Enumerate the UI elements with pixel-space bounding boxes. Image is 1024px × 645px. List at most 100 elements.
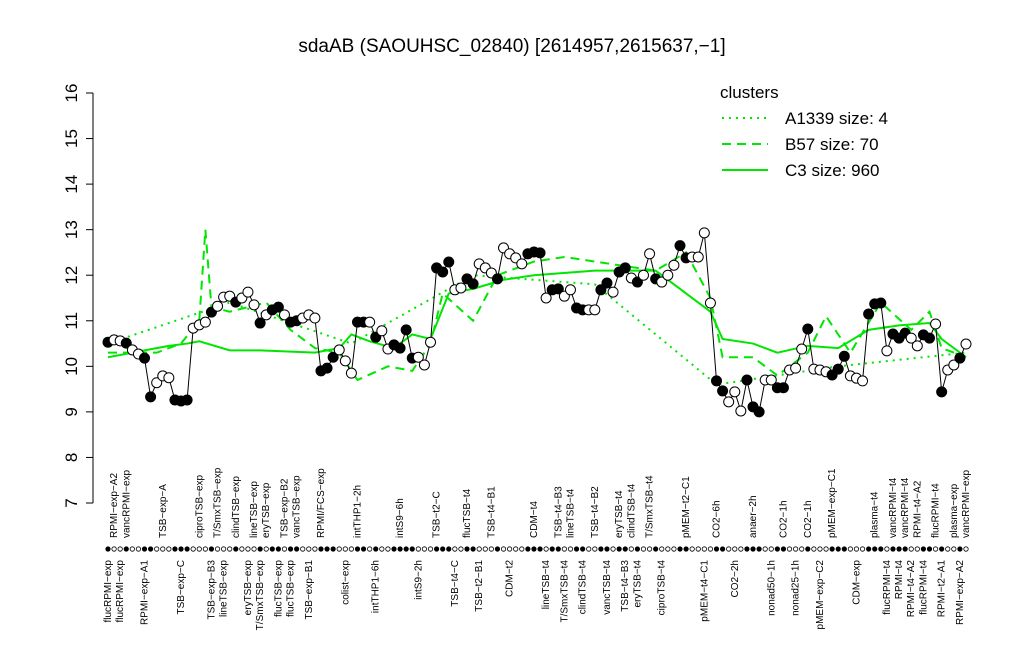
sample-dot bbox=[567, 546, 574, 552]
sample-dot bbox=[695, 546, 701, 552]
x-tick-label: vancRPMI−t4 bbox=[888, 477, 899, 538]
sample-dot bbox=[799, 546, 805, 552]
sample-dot bbox=[884, 546, 890, 552]
sample-dot bbox=[768, 546, 774, 552]
sample-point bbox=[711, 375, 723, 387]
sample-dot bbox=[488, 546, 494, 552]
x-tick-label: TSB−t4−B1 bbox=[486, 486, 497, 538]
sample-dot bbox=[354, 546, 361, 552]
legend-label: B57 size: 70 bbox=[785, 135, 879, 154]
sample-dot bbox=[549, 546, 555, 552]
sample-dot bbox=[665, 546, 671, 552]
sample-dot bbox=[744, 546, 750, 552]
x-tick-label: pMEM−t2−C1 bbox=[681, 476, 692, 538]
sample-dot bbox=[221, 546, 227, 552]
sample-dot bbox=[890, 546, 896, 552]
x-tick-label: flucRPMI−t4 bbox=[918, 560, 929, 615]
sample-dot bbox=[592, 546, 598, 552]
sample-dot bbox=[446, 546, 452, 552]
sample-point bbox=[802, 323, 814, 335]
sample-dot bbox=[659, 546, 665, 552]
sample-dot bbox=[726, 546, 732, 552]
sample-point bbox=[199, 316, 211, 328]
sample-point bbox=[960, 338, 972, 350]
sample-dot bbox=[750, 546, 756, 552]
chart-title: sdaAB (SAOUHSC_02840) [2614957,2615637,−… bbox=[298, 36, 725, 57]
sample-dot bbox=[610, 546, 616, 552]
sample-dot bbox=[300, 546, 306, 552]
sample-dot bbox=[397, 546, 403, 552]
x-tick-label: lineTSB−exp bbox=[219, 560, 230, 617]
sample-dot bbox=[409, 546, 415, 552]
x-tick-label: RPMI−exp−A2 bbox=[955, 560, 966, 625]
x-tick-label: vancRPMI−exp bbox=[121, 469, 132, 538]
sample-dot bbox=[379, 546, 385, 552]
x-tick-label: TSB−t4−B2 bbox=[590, 486, 601, 538]
x-tick-label: CO2−6h bbox=[712, 500, 723, 538]
x-tick-label: TSB−exp−B2 bbox=[279, 478, 290, 538]
sample-dot bbox=[178, 546, 184, 552]
x-tick-label: flucRPMI−t4 bbox=[931, 483, 942, 538]
x-tick-label: vancRPMI−exp bbox=[961, 469, 972, 538]
y-tick-label: 8 bbox=[62, 453, 81, 462]
x-tick-label: flucTSB−t4 bbox=[462, 488, 473, 538]
sample-point bbox=[881, 345, 893, 357]
sample-dot bbox=[586, 546, 592, 552]
x-tick-label: pMEM−exp−C2 bbox=[815, 560, 826, 630]
sample-dot bbox=[129, 546, 135, 552]
sample-dot bbox=[835, 546, 841, 552]
x-tick-label: RPMI−t4−A2 bbox=[912, 480, 923, 538]
sample-dot bbox=[214, 546, 221, 552]
x-tick-label: TSB−t4−B3 bbox=[553, 486, 564, 538]
y-tick-label: 16 bbox=[62, 84, 81, 103]
sample-dot bbox=[713, 546, 720, 552]
sample-dot bbox=[391, 546, 397, 552]
x-tick-label: intS9−2h bbox=[413, 560, 424, 600]
x-tick-label: CO2−1h bbox=[778, 500, 789, 538]
sample-dot bbox=[202, 546, 208, 552]
sample-point bbox=[735, 405, 747, 417]
x-tick-label: clindTSB−t4 bbox=[626, 483, 637, 538]
x-tick-label: lineTSB−t4 bbox=[541, 560, 552, 610]
x-tick-label: flucRPMI−t4 bbox=[882, 560, 893, 615]
x-tick-label: eryTSB−t4 bbox=[614, 490, 625, 538]
sample-dot bbox=[306, 546, 312, 552]
sample-dot bbox=[531, 546, 537, 552]
sample-point bbox=[400, 324, 412, 336]
sample-point bbox=[534, 247, 546, 259]
sample-dot bbox=[945, 546, 951, 552]
y-tick-label: 11 bbox=[62, 312, 81, 330]
x-tick-label: plasma−t4 bbox=[870, 491, 881, 538]
sample-dot bbox=[817, 546, 823, 552]
x-tick-label: RPMI−t2−A1 bbox=[937, 560, 948, 618]
sample-point bbox=[564, 284, 576, 296]
y-tick-label: 12 bbox=[62, 266, 81, 285]
y-tick-label: 15 bbox=[62, 129, 81, 148]
sample-point bbox=[601, 277, 613, 289]
sample-point bbox=[832, 363, 844, 375]
sample-dot bbox=[154, 546, 160, 552]
sample-dot bbox=[780, 546, 787, 552]
x-tick-label: flucTSB−exp bbox=[286, 560, 297, 617]
sample-dot bbox=[257, 546, 263, 552]
sample-point bbox=[145, 391, 157, 403]
sample-dot bbox=[908, 546, 914, 552]
sample-dot bbox=[324, 546, 330, 552]
sample-point bbox=[278, 309, 290, 321]
sample-dot bbox=[123, 546, 129, 552]
sample-point bbox=[254, 317, 266, 329]
sample-point bbox=[704, 297, 716, 309]
sample-dot bbox=[269, 546, 275, 552]
sample-point bbox=[437, 266, 449, 278]
sample-dot bbox=[793, 546, 799, 552]
sample-point bbox=[139, 352, 151, 364]
sample-point bbox=[668, 259, 680, 271]
sample-dot bbox=[902, 546, 908, 552]
x-tick-label: ciproTSB−t4 bbox=[657, 560, 668, 616]
sample-dot bbox=[111, 546, 117, 552]
sample-dot bbox=[494, 546, 501, 552]
x-tick-label: flucRPMI−exp bbox=[115, 560, 126, 623]
sample-dot bbox=[628, 546, 634, 552]
sample-point bbox=[425, 336, 437, 348]
sample-dot bbox=[330, 546, 336, 552]
